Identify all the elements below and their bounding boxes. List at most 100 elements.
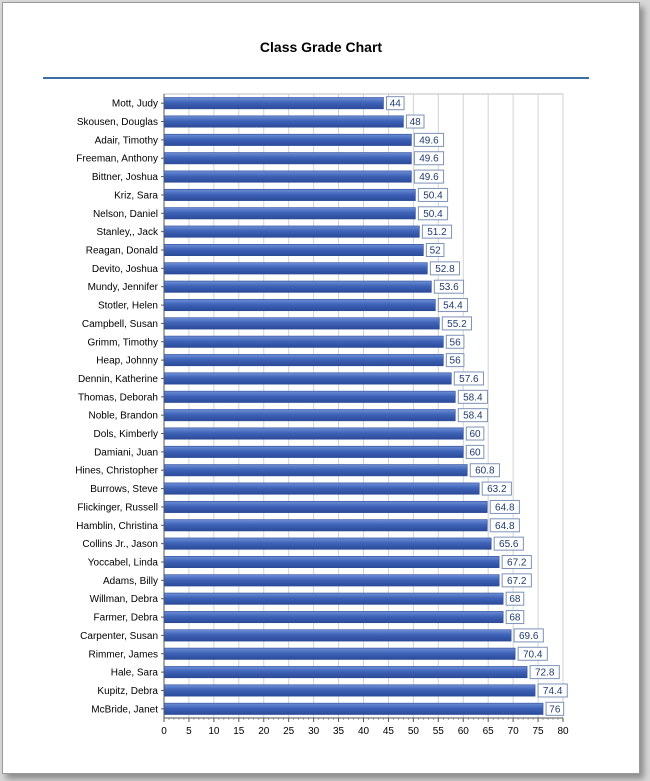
value-label: 65.6: [499, 539, 519, 550]
x-tick-label: 50: [408, 726, 420, 737]
category-label: Stanley,, Jack: [96, 227, 159, 238]
category-label: Adams, Billy: [103, 576, 158, 587]
category-label: Skousen, Douglas: [77, 117, 158, 128]
bar: [163, 262, 428, 275]
value-label-box: [505, 591, 525, 606]
value-label-box: [501, 555, 532, 569]
value-labels: 44 48 49.6 49.6 49.6 50.4 50.4 51.2 52 52.8 53.6 54…: [385, 96, 568, 716]
bar: [163, 280, 432, 293]
value-label: 56: [450, 337, 462, 348]
category-label: Kupitz, Debra: [97, 686, 158, 697]
value-label-box: [457, 408, 488, 423]
x-tick-label: 80: [557, 726, 569, 737]
bar: [163, 225, 420, 238]
value-label-box: [405, 114, 425, 129]
x-tick-label: 0: [161, 726, 167, 737]
bar: [163, 445, 464, 458]
value-label: 76: [549, 704, 561, 715]
category-label: Nelson, Daniel: [93, 209, 158, 220]
value-label: 49.6: [419, 154, 439, 165]
value-label: 68: [509, 594, 521, 605]
value-label: 58.4: [463, 392, 483, 403]
value-label-box: [433, 279, 465, 294]
category-label: Kriz, Sara: [114, 190, 158, 201]
value-label: 58.4: [463, 411, 483, 422]
value-label: 67.2: [507, 558, 527, 569]
value-label: 49.6: [419, 172, 439, 183]
category-label: Heap, Johnny: [96, 356, 158, 367]
x-tick-label: 35: [333, 726, 345, 737]
bar: [163, 97, 384, 110]
value-label-box: [437, 298, 469, 313]
category-label: Yoccabel, Linda: [88, 558, 159, 569]
category-label: Damiani, Juan: [94, 447, 158, 458]
bar: [163, 115, 404, 128]
bar: [163, 390, 456, 403]
value-label-box: [417, 206, 449, 221]
value-label-box: [517, 646, 548, 661]
value-label-box: [425, 243, 445, 257]
value-label: 53.6: [439, 282, 459, 293]
bar: [163, 592, 504, 605]
value-label: 57.6: [459, 374, 479, 385]
x-tick-label: 45: [383, 726, 395, 737]
bar: [163, 152, 412, 165]
category-label: Reagan, Donald: [86, 246, 158, 257]
bar: [163, 684, 536, 697]
category-label: Willman, Debra: [90, 594, 159, 605]
category-label: Mott, Judy: [112, 99, 158, 110]
category-label: Dols, Kimberly: [94, 429, 158, 440]
bar: [163, 354, 444, 367]
bar: [163, 170, 412, 183]
x-tick-label: 30: [308, 726, 320, 737]
value-label-box: [493, 536, 524, 551]
bar: [163, 372, 452, 385]
category-label: Campbell, Susan: [82, 319, 158, 330]
category-label: Farmer, Debra: [94, 613, 159, 624]
value-label: 70.4: [523, 649, 543, 660]
value-label: 60: [469, 429, 481, 440]
value-label-box: [445, 334, 465, 349]
x-tick-label: 65: [483, 726, 495, 737]
bar: [163, 556, 500, 568]
value-label: 67.2: [507, 576, 527, 587]
bar: [163, 629, 512, 642]
value-label: 52: [430, 246, 442, 257]
category-label: Thomas, Deborah: [78, 392, 158, 403]
x-tick-label: 55: [433, 726, 445, 737]
bar: [163, 335, 444, 348]
value-label: 68: [509, 613, 521, 624]
x-tick-label: 10: [208, 726, 220, 737]
x-tick-label: 25: [283, 726, 295, 737]
category-label: Freeman, Anthony: [76, 154, 158, 165]
value-label: 50.4: [423, 190, 443, 201]
bar: [163, 409, 456, 422]
bar: [163, 244, 424, 256]
bars: [163, 97, 544, 715]
value-label: 55.2: [447, 319, 467, 330]
value-label-box: [429, 261, 461, 276]
category-label: Stotler, Helen: [98, 301, 158, 312]
value-label: 44: [390, 99, 402, 110]
gridlines: [163, 93, 564, 719]
x-tick-label: 15: [233, 726, 245, 737]
value-label-box: [545, 701, 565, 716]
x-tick-label: 20: [258, 726, 270, 737]
category-label: Burrows, Steve: [90, 484, 158, 495]
bar: [163, 317, 440, 330]
value-label-box: [481, 481, 512, 496]
bar: [163, 611, 504, 624]
bar: [163, 647, 516, 660]
value-label-box: [505, 610, 525, 625]
x-tick-label: 70: [508, 726, 520, 737]
bar: [163, 299, 436, 312]
value-label-box: [441, 316, 473, 331]
value-label: 72.8: [535, 668, 555, 679]
value-label: 64.8: [495, 502, 515, 513]
chart-title: Class Grade Chart: [259, 39, 383, 55]
value-label-box: [489, 518, 520, 533]
bar: [163, 702, 544, 715]
category-label: Grimm, Timothy: [87, 337, 158, 348]
bar: [163, 482, 480, 495]
